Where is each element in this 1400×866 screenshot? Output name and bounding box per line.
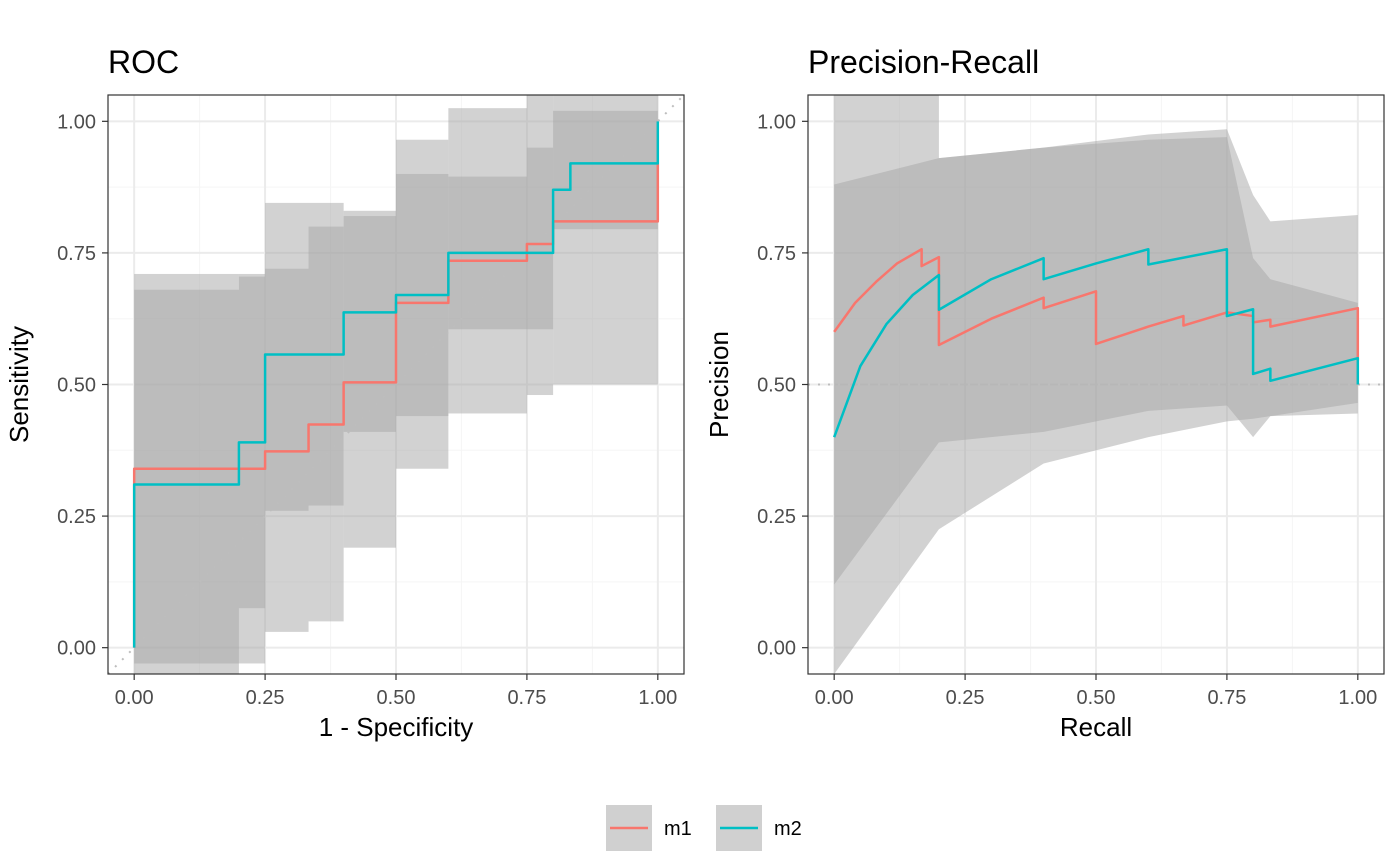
series-line-m2	[833, 247, 1360, 438]
y-tick-label: 0.75	[57, 243, 96, 265]
y-axis-title: Sensitivity	[4, 326, 34, 443]
plot-area	[108, 95, 684, 674]
confidence-band-m2	[396, 139, 449, 469]
series-line-m2	[132, 121, 660, 648]
x-tick-label: 0.25	[246, 687, 285, 709]
chart-title: Precision-Recall	[808, 44, 1039, 80]
x-tick-label: 0.75	[1207, 687, 1246, 709]
y-tick-label: 0.00	[57, 638, 96, 660]
chart-title: ROC	[108, 44, 179, 80]
x-tick-label: 0.00	[815, 687, 854, 709]
y-tick-label: 0.50	[757, 375, 796, 397]
x-tick-label: 0.50	[377, 687, 416, 709]
y-tick-label: 0.75	[757, 243, 796, 265]
y-tick-label: 1.00	[757, 111, 796, 133]
y-tick-label: 1.00	[57, 111, 96, 133]
y-tick-label: 0.50	[57, 375, 96, 397]
x-axis-title: Recall	[1060, 712, 1132, 742]
y-axis-title: Precision	[704, 331, 734, 438]
y-tick-label: 0.25	[57, 506, 96, 528]
precision-recall-panel: 0.00 0.00 0.25 0.25 0.50 0.50 0.75 0.75 1.00 1.00…	[704, 44, 1385, 742]
x-tick-label: 0.00	[115, 687, 154, 709]
x-tick-label: 0.50	[1077, 687, 1116, 709]
confidence-band-m2	[553, 95, 658, 385]
y-tick-label: 0.00	[757, 638, 796, 660]
roc-panel: 0.00 0.00 0.25 0.25 0.50 0.50 0.75 0.75 1.00 1.00…	[4, 44, 685, 742]
confidence-band-m2	[308, 202, 344, 622]
x-tick-label: 0.25	[946, 687, 985, 709]
legend-label-m2: m2	[774, 818, 802, 840]
x-tick-label: 1.00	[1338, 687, 1377, 709]
legend-label-m1: m1	[664, 818, 692, 840]
legend: m1 m2	[606, 805, 802, 851]
reference-line	[108, 95, 684, 674]
confidence-band-m2	[343, 210, 396, 548]
series-line-m1	[833, 247, 1360, 361]
y-tick-label: 0.25	[757, 506, 796, 528]
confidence-band-m2	[265, 202, 309, 632]
x-tick-label: 1.00	[638, 687, 677, 709]
x-tick-label: 0.75	[507, 687, 546, 709]
plot-area	[808, 95, 1384, 674]
x-axis-title: 1 - Specificity	[319, 712, 474, 742]
